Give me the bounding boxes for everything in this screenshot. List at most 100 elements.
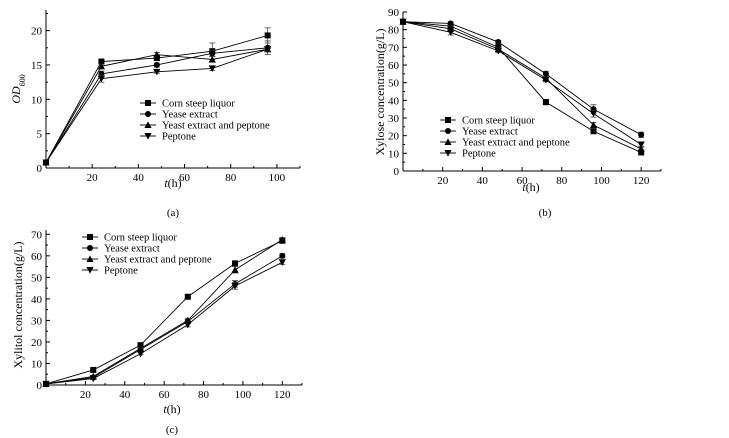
x-axis-label-var: t: [522, 180, 526, 194]
x-tick-label: 80: [198, 389, 210, 401]
data-point: [42, 380, 50, 388]
y-tick-label: 20: [31, 26, 43, 38]
data-point: [97, 62, 106, 70]
legend-label: Yease extract: [104, 244, 160, 255]
x-tick-label: 120: [274, 389, 291, 401]
x-tick-label: 100: [593, 175, 610, 187]
x-axis-label-unit: (h): [526, 180, 540, 194]
x-tick-label: 120: [633, 175, 650, 187]
legend-label: Peptone: [104, 266, 138, 277]
legend-marker: [445, 128, 451, 134]
y-tick-label: 0: [37, 380, 43, 392]
series-line: [402, 21, 642, 153]
data-point: [153, 68, 161, 76]
y-tick-label: 5: [37, 129, 43, 141]
legend-label: Yeast extract and peptone: [104, 255, 212, 266]
series-triangle-down: [42, 259, 286, 388]
data-point: [637, 141, 645, 149]
y-tick-label: 50: [31, 272, 43, 284]
legend-label: Yeast extract and peptone: [162, 121, 270, 132]
legend-label: Corn steep liquor: [104, 233, 177, 244]
data-point: [278, 236, 286, 243]
data-point: [542, 77, 550, 84]
panel-label: (c): [166, 424, 179, 436]
data-point: [231, 282, 239, 290]
series-line: [45, 240, 283, 385]
x-tick-label: 100: [269, 172, 286, 184]
y-axis-label-main: Xylitol concentration(g/L): [11, 242, 25, 369]
y-tick-label: 60: [388, 60, 400, 72]
legend-label: Peptone: [162, 132, 196, 143]
legend-marker: [144, 121, 152, 128]
y-tick-label: 15: [31, 60, 43, 72]
legend-marker: [444, 150, 452, 157]
y-tick-label: 70: [31, 229, 43, 241]
data-point: [637, 145, 645, 152]
x-tick-label: 60: [517, 175, 529, 187]
legend-label: Peptone: [462, 149, 496, 160]
y-tick-label: 50: [388, 78, 400, 90]
y-tick-label: 0: [37, 163, 43, 175]
series-line: [402, 21, 642, 150]
data-point: [184, 293, 191, 300]
legend-label: Corn steep liquor: [162, 99, 235, 110]
series-circle: [400, 18, 645, 138]
legend-marker: [144, 133, 152, 140]
x-tick-label: 80: [556, 175, 568, 187]
y-tick-label: 30: [388, 113, 400, 125]
data-point: [264, 46, 272, 53]
x-tick-label: 40: [119, 389, 131, 401]
panel-c-xylitol-chart: 20 40 60 80 100 120 0 10 20 30 40 50 60 70 Corn steep …: [11, 229, 303, 436]
x-axis-label-unit: (h): [167, 402, 181, 416]
y-tick-label: 40: [31, 294, 43, 306]
series-triangle-down: [399, 18, 645, 149]
data-point: [494, 47, 502, 55]
data-point: [495, 39, 502, 46]
data-point: [153, 61, 160, 68]
x-tick-label: 100: [235, 389, 252, 401]
data-point: [97, 75, 106, 83]
data-point: [279, 252, 286, 259]
series-triangle-up: [399, 18, 645, 152]
x-tick-label: 20: [437, 175, 449, 187]
series-square: [43, 27, 271, 166]
legend-marker: [145, 111, 151, 117]
legend-label: Corn steep liquor: [462, 116, 535, 127]
data-point: [638, 131, 645, 138]
x-axis-label-var: t: [163, 402, 167, 416]
y-tick-label: 10: [31, 94, 43, 106]
panel-label: (b): [539, 207, 552, 219]
legend-label: Yease extract: [162, 110, 218, 121]
data-point: [89, 375, 97, 383]
y-tick-label: 40: [388, 95, 400, 107]
x-axis-label: t(h): [164, 176, 181, 190]
data-point: [184, 321, 192, 329]
data-point: [638, 149, 645, 156]
data-point: [590, 128, 597, 135]
data-point: [399, 18, 407, 26]
series-circle: [43, 252, 286, 387]
legend-marker: [86, 255, 94, 262]
data-point: [153, 55, 160, 62]
x-tick-label: 60: [179, 172, 191, 184]
x-tick-label: 40: [133, 172, 145, 184]
series-line: [45, 255, 283, 385]
legend-marker: [86, 267, 94, 274]
y-axis-label-sub: 600: [18, 74, 27, 86]
data-point: [589, 110, 598, 118]
data-point: [542, 99, 549, 106]
series-square: [400, 18, 645, 156]
series-triangle-down: [42, 46, 272, 167]
legend-marker: [87, 245, 93, 251]
data-point: [153, 51, 161, 58]
x-tick-label: 60: [159, 389, 171, 401]
data-point: [90, 366, 97, 373]
y-tick-label: 10: [388, 148, 400, 160]
x-tick-label: 20: [80, 389, 92, 401]
series-line: [45, 261, 283, 385]
series-line: [402, 21, 642, 136]
legend-label: Yeast extract and peptone: [462, 138, 570, 149]
